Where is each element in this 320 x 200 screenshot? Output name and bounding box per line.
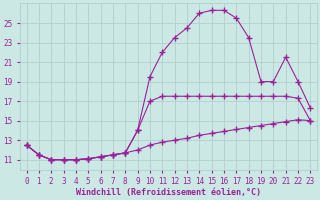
X-axis label: Windchill (Refroidissement éolien,°C): Windchill (Refroidissement éolien,°C) xyxy=(76,188,261,197)
